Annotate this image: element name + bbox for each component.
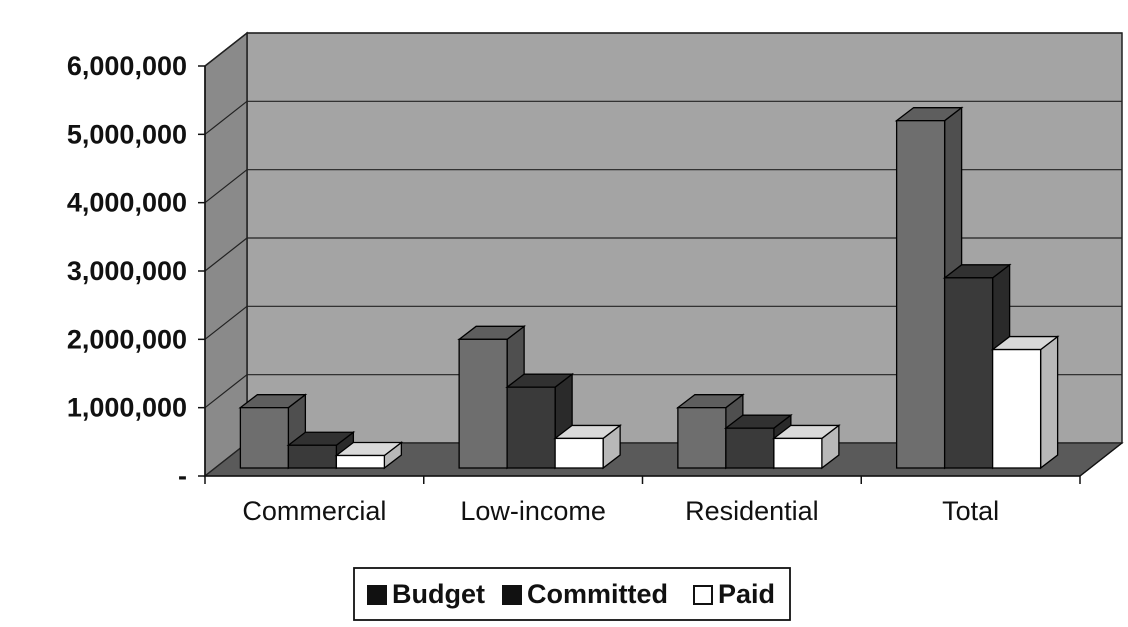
legend-label: Budget [392, 579, 485, 609]
bar [943, 277, 994, 469]
bar [335, 454, 386, 469]
gridline [204, 374, 1122, 409]
bar-side [1039, 335, 1059, 470]
legend-label: Paid [718, 579, 775, 609]
bar [458, 338, 508, 469]
x-tick-label: Commercial [242, 496, 386, 526]
floor-edge [1079, 442, 1123, 477]
gridline [204, 305, 1122, 340]
y-tick-label: 5,000,000 [67, 119, 187, 149]
bar [677, 407, 727, 469]
y-tick-label: 6,000,000 [67, 51, 187, 81]
y-tick-labels: - 1,000,000 2,000,000 3,000,000 4,000,000 5,0… [67, 51, 187, 491]
legend-swatch [693, 585, 713, 605]
bar [773, 437, 823, 469]
gridline [204, 237, 1122, 272]
legend-label: Committed [527, 579, 668, 609]
bar [287, 444, 338, 469]
bar [554, 437, 604, 469]
legend: Budget Committed Paid [353, 567, 791, 621]
bar [895, 120, 946, 469]
x-tick-label: Residential [685, 496, 819, 526]
legend-box [353, 567, 791, 621]
x-tick-label: Total [942, 496, 999, 526]
y-tick-label: - [178, 461, 187, 491]
axes [198, 65, 1123, 484]
bar [991, 348, 1042, 469]
gridline [204, 32, 1122, 67]
y-tick-label: 3,000,000 [67, 256, 187, 286]
y-tick-label: 2,000,000 [67, 324, 187, 354]
bar [506, 386, 556, 469]
gridline [204, 100, 1122, 135]
gridline [204, 169, 1122, 204]
gridlines [204, 32, 1122, 409]
legend-swatch [502, 585, 522, 605]
y-tick-label: 4,000,000 [67, 188, 187, 218]
y-tick-label: 1,000,000 [67, 393, 187, 423]
x-tick-labels: Commercial Low-income Residential Total [242, 496, 999, 526]
bars [238, 106, 1060, 470]
bar [239, 407, 290, 469]
legend-swatch [367, 585, 387, 605]
bar [725, 427, 775, 469]
x-tick-label: Low-income [460, 496, 606, 526]
